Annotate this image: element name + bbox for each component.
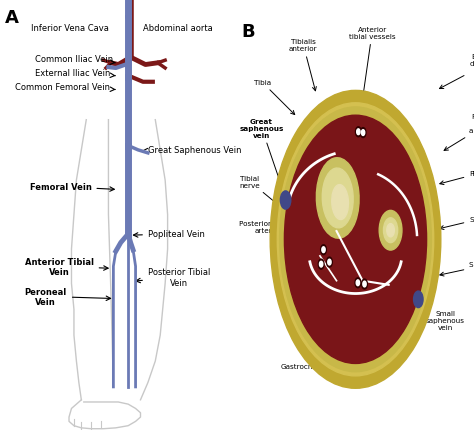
Text: Abdominal aorta: Abdominal aorta bbox=[143, 24, 213, 32]
Circle shape bbox=[318, 260, 324, 270]
Text: Peroneal
vessels: Peroneal vessels bbox=[345, 289, 376, 381]
Circle shape bbox=[379, 211, 402, 251]
Text: Inferior Vena Cava: Inferior Vena Cava bbox=[31, 24, 109, 32]
Text: Common Iliac Vein: Common Iliac Vein bbox=[35, 55, 116, 65]
Circle shape bbox=[360, 128, 366, 138]
Circle shape bbox=[322, 247, 325, 253]
Circle shape bbox=[270, 91, 441, 388]
Text: Small
saphenous
vein: Small saphenous vein bbox=[425, 303, 465, 330]
Circle shape bbox=[327, 258, 332, 267]
Ellipse shape bbox=[316, 158, 359, 239]
Text: Great Saphenous Vein: Great Saphenous Vein bbox=[142, 146, 241, 155]
Text: Extensor
digitorum
longus: Extensor digitorum longus bbox=[439, 54, 474, 89]
Text: Tibial
nerve: Tibial nerve bbox=[239, 175, 318, 238]
Circle shape bbox=[328, 260, 331, 265]
Text: Great
saphenous
vein: Great saphenous vein bbox=[239, 118, 285, 195]
Text: Tibialis
anterior: Tibialis anterior bbox=[289, 39, 318, 92]
Circle shape bbox=[355, 278, 361, 288]
Circle shape bbox=[383, 218, 398, 243]
Text: Tibia: Tibia bbox=[254, 80, 295, 115]
Circle shape bbox=[363, 282, 366, 287]
Text: Peroneus
longus
and brevis: Peroneus longus and brevis bbox=[444, 114, 474, 151]
Circle shape bbox=[280, 191, 291, 210]
Text: Popliteal Vein: Popliteal Vein bbox=[133, 230, 205, 239]
Ellipse shape bbox=[332, 185, 348, 220]
Text: External Iliac Vein: External Iliac Vein bbox=[35, 69, 116, 78]
Text: Common Femoral Vein: Common Femoral Vein bbox=[15, 83, 115, 92]
Circle shape bbox=[280, 108, 431, 372]
Text: Femoral Vein: Femoral Vein bbox=[29, 183, 114, 192]
Text: Soleus: Soleus bbox=[440, 216, 474, 230]
Circle shape bbox=[356, 127, 361, 138]
Text: A: A bbox=[5, 9, 19, 27]
Text: Fibula: Fibula bbox=[440, 171, 474, 185]
Text: Posterior tibial
artery: Posterior tibial artery bbox=[239, 221, 318, 249]
Text: Gastrocnemius: Gastrocnemius bbox=[281, 326, 335, 369]
Text: B: B bbox=[242, 23, 255, 41]
Circle shape bbox=[356, 280, 359, 286]
Circle shape bbox=[356, 129, 360, 135]
Text: Posterior Tibial
Vein: Posterior Tibial Vein bbox=[136, 267, 210, 287]
Circle shape bbox=[387, 224, 394, 237]
Circle shape bbox=[361, 130, 365, 136]
Circle shape bbox=[277, 104, 434, 376]
Text: Sural nerve: Sural nerve bbox=[440, 261, 474, 276]
Text: Peroneal
Vein: Peroneal Vein bbox=[25, 287, 110, 307]
Text: Anterior Tibial
Vein: Anterior Tibial Vein bbox=[25, 257, 108, 276]
Circle shape bbox=[284, 116, 427, 364]
Circle shape bbox=[413, 292, 423, 308]
Ellipse shape bbox=[322, 169, 353, 228]
Circle shape bbox=[319, 261, 323, 267]
Circle shape bbox=[362, 280, 367, 289]
Circle shape bbox=[320, 245, 326, 255]
Text: Anterior
tibial vessels: Anterior tibial vessels bbox=[349, 27, 395, 95]
